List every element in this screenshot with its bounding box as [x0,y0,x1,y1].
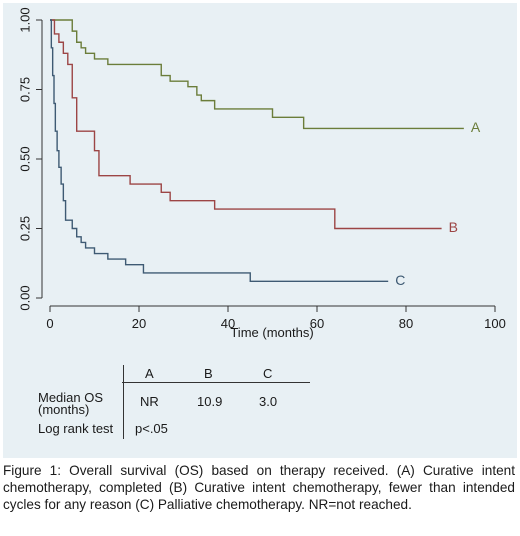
row-label-median-os: Median OS [38,390,104,405]
log-rank-value: p<.05 [135,421,168,436]
y-tick-label: 0.25 [17,216,32,241]
y-tick-label: 1.00 [17,7,32,32]
x-tick-label: 60 [310,316,324,331]
x-tick-label: 0 [46,316,53,331]
x-tick-label: 40 [221,316,235,331]
table-vertical-rule [123,365,124,439]
series-label-c: C [395,272,405,288]
x-tick-label: 80 [399,316,413,331]
median-os-a: NR [140,394,159,409]
figure-caption: Figure 1: Overall survival (OS) based on… [3,463,515,512]
median-os-c: 3.0 [259,394,278,409]
table-col-header-b: B [204,366,213,381]
median-os-b: 10.9 [197,394,223,409]
table-header-rule [122,382,310,383]
series-line-c [50,19,389,283]
x-ticks: 0 20 40 60 80 100 [46,306,506,331]
series-line-a [50,19,464,130]
x-axis-title: Time (months) [230,325,313,340]
series-line-b [50,19,442,230]
y-tick-label: 0.50 [17,146,32,171]
row-label-log-rank: Log rank test [38,421,114,436]
y-tick-label: 0.00 [17,285,32,310]
y-tick-label: 0.75 [17,77,32,102]
table-col-header-a: A [145,366,154,381]
y-ticks: 0.00 0.25 0.50 0.75 1.00 [17,7,42,311]
survival-curves: A B C [50,19,481,288]
series-label-b: B [449,219,458,235]
row-label-months: (months) [38,402,90,417]
table-col-header-c: C [263,366,273,381]
x-tick-label: 20 [132,316,146,331]
figure-panel: 0.00 0.25 0.50 0.75 1.00 0 20 40 60 80 100 Time (… [3,3,517,458]
chart-axes: 0.00 0.25 0.50 0.75 1.00 0 20 40 60 80 100 Time (… [17,7,505,340]
series-label-a: A [471,119,481,135]
km-survival-chart: 0.00 0.25 0.50 0.75 1.00 0 20 40 60 80 100 Time (… [17,7,505,340]
x-tick-label: 100 [484,316,506,331]
